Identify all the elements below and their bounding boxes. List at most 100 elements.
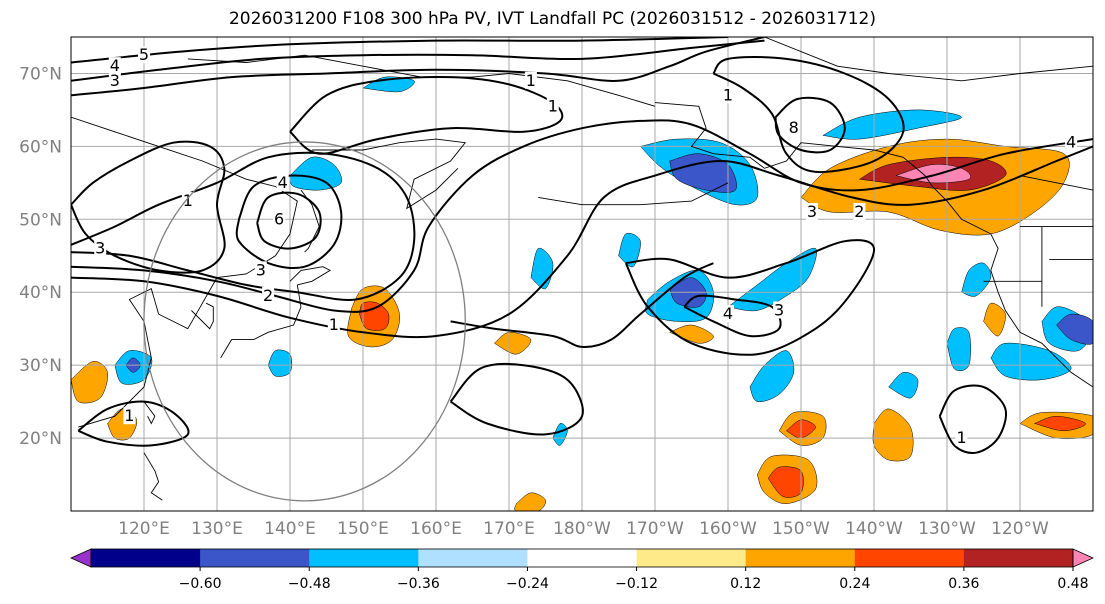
- pc-fill-region: [669, 153, 737, 193]
- landfall-region-circle: [143, 141, 466, 502]
- longitude-label: 170°W: [626, 519, 684, 539]
- pc-fill-region: [888, 371, 919, 399]
- latitude-label: 20°N: [19, 429, 62, 449]
- contour-label: 1: [124, 406, 134, 425]
- pc-fill-region: [668, 324, 714, 344]
- contour-label: 1: [183, 191, 193, 210]
- longitude-label: 140°E: [264, 519, 316, 539]
- colorbar-tick-label: −0.36: [397, 576, 440, 592]
- contour-label: 1: [957, 428, 967, 447]
- colorbar-extend-high: [1072, 548, 1094, 568]
- pv-contour-1: [71, 140, 226, 274]
- colorbar-segment: [854, 549, 965, 567]
- colorbar-tick-label: 0.36: [948, 576, 979, 592]
- contour-label-bg: [853, 203, 866, 221]
- contour-label-bg: [773, 301, 786, 319]
- pv-contour-1: [449, 362, 584, 436]
- latitude-label: 30°N: [19, 356, 62, 376]
- contour-label: 3: [774, 300, 784, 319]
- pc-fill-region: [267, 349, 293, 377]
- contour-label: 4: [110, 56, 120, 75]
- contour-label-bg: [276, 173, 289, 191]
- coastline-layer: [71, 37, 1093, 501]
- contour-label: 5: [139, 45, 149, 64]
- contour-label-bg: [327, 316, 340, 334]
- contour-label-bg: [787, 119, 800, 137]
- contour-label: 4: [1066, 133, 1076, 152]
- longitude-label: 150°W: [772, 519, 830, 539]
- longitude-label: 120°W: [991, 519, 1049, 539]
- contour-label: 1: [548, 96, 558, 115]
- pc-fill-region: [961, 262, 992, 297]
- coastline: [143, 452, 163, 501]
- contour-label-bg: [805, 203, 818, 221]
- pc-fill-region: [618, 233, 641, 268]
- coastline: [191, 302, 214, 330]
- contour-label: 1: [723, 85, 733, 104]
- colorbar-tick-label: 0.12: [730, 576, 761, 592]
- contour-label-bg: [955, 429, 968, 447]
- pv-contour-1: [289, 75, 564, 155]
- pv-contour-2: [712, 56, 905, 174]
- colorbar-segment: [418, 549, 528, 567]
- region-circle-layer: [143, 141, 466, 502]
- latitude-label: 40°N: [19, 283, 62, 303]
- colorbar-tick-label: −0.24: [506, 576, 549, 592]
- chart-title: 2026031200 F108 300 hPa PV, IVT Landfall…: [228, 9, 876, 29]
- colorbar: −0.60 −0.48 −0.36 −0.24 −0.12 0.12 0.24 0.36 0.4…: [70, 548, 1094, 592]
- pc-fill-region: [727, 247, 817, 312]
- pv-contour-3: [71, 37, 765, 97]
- colorbar-segment: [309, 549, 419, 567]
- pc-fill-region: [946, 327, 971, 372]
- pc-fill-region: [822, 109, 962, 140]
- contour-label: 6: [274, 209, 284, 228]
- colorbar-tick-label: 0.24: [839, 576, 870, 592]
- contour-label: 1: [526, 71, 536, 90]
- longitude-label: 150°E: [337, 519, 389, 539]
- coastline: [764, 37, 1093, 82]
- colorbar-segment: [91, 549, 201, 567]
- contour-label-bg: [546, 97, 559, 115]
- pv-contour-1: [938, 384, 1007, 454]
- pv-contour-5: [71, 37, 729, 64]
- latitude-label: 70°N: [19, 64, 62, 84]
- contour-label: 4: [723, 304, 733, 323]
- pv-contour-2: [450, 262, 714, 348]
- coastline: [654, 102, 1093, 388]
- graticule: [71, 37, 1093, 511]
- contour-label-bg: [254, 261, 267, 279]
- colorbar-tick-label: −0.12: [615, 576, 658, 592]
- longitude-label: 170°E: [483, 519, 535, 539]
- contour-label: 1: [329, 315, 339, 334]
- colorbar-tick-label: −0.48: [288, 576, 331, 592]
- pv-contour-3: [624, 239, 876, 356]
- pc-fill-region: [71, 361, 108, 404]
- contour-label-bg: [108, 71, 121, 89]
- pc-fill-region: [1056, 313, 1093, 345]
- contour-label-bg: [722, 86, 734, 104]
- contour-label-bg: [273, 210, 286, 228]
- latitude-label: 60°N: [19, 137, 62, 157]
- contour-label: 4: [278, 173, 288, 192]
- contour-label: 3: [807, 202, 817, 221]
- pc-fill-region: [493, 332, 532, 355]
- contour-label-bg: [108, 57, 121, 75]
- coastline: [1019, 175, 1093, 191]
- coastline: [311, 138, 467, 210]
- colorbar-segment: [527, 549, 638, 567]
- colorbar-segment: [963, 549, 1074, 567]
- pv-contour-2: [71, 119, 1093, 313]
- contour-label: 8: [789, 118, 799, 137]
- colorbar-tick-label: 0.48: [1057, 576, 1088, 592]
- contour-label: 2: [854, 202, 864, 221]
- coastline: [220, 284, 302, 359]
- pv-contour-8: [774, 96, 846, 154]
- longitude-label: 120°E: [118, 519, 170, 539]
- colorbar-segment: [636, 549, 747, 567]
- latitude-labels: 70°N 60°N 50°N 40°N 30°N 20°N: [19, 64, 62, 449]
- pv-contour-6: [256, 191, 322, 250]
- contour-label-bg: [138, 46, 150, 64]
- contour-label: 2: [263, 286, 273, 305]
